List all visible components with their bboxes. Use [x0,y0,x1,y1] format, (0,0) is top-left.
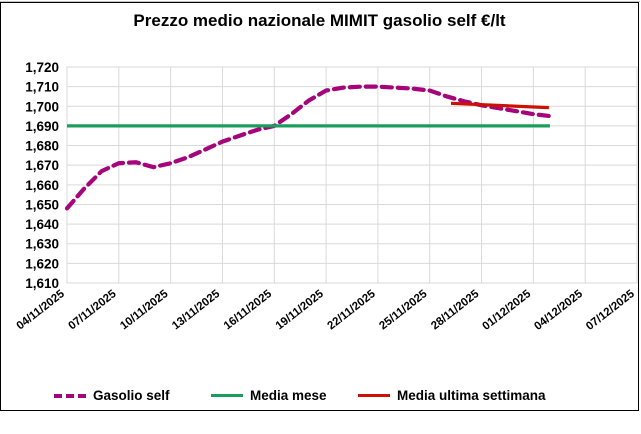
svg-text:28/11/2025: 28/11/2025 [429,288,482,333]
svg-text:04/12/2025: 04/12/2025 [532,288,585,333]
svg-text:1,710: 1,710 [25,80,59,95]
svg-text:1,630: 1,630 [25,237,59,252]
svg-text:13/11/2025: 13/11/2025 [170,288,223,333]
svg-text:1,650: 1,650 [25,197,59,212]
svg-text:16/11/2025: 16/11/2025 [222,288,275,333]
svg-text:1,700: 1,700 [25,99,59,114]
svg-text:1,720: 1,720 [25,60,59,75]
svg-text:1,690: 1,690 [25,119,59,134]
svg-text:19/11/2025: 19/11/2025 [274,288,327,333]
svg-text:04/11/2025: 04/11/2025 [15,288,68,333]
svg-text:1,670: 1,670 [25,158,59,173]
svg-text:1,610: 1,610 [25,276,59,291]
svg-text:1,680: 1,680 [25,139,59,154]
svg-text:22/11/2025: 22/11/2025 [326,288,379,333]
svg-text:1,660: 1,660 [25,178,59,193]
svg-text:07/11/2025: 07/11/2025 [66,288,119,333]
svg-text:1,620: 1,620 [25,256,59,271]
svg-text:1,640: 1,640 [25,217,59,232]
svg-text:10/11/2025: 10/11/2025 [118,288,171,333]
svg-text:01/12/2025: 01/12/2025 [480,288,533,333]
svg-text:25/11/2025: 25/11/2025 [377,288,430,333]
svg-text:07/12/2025: 07/12/2025 [584,288,637,333]
